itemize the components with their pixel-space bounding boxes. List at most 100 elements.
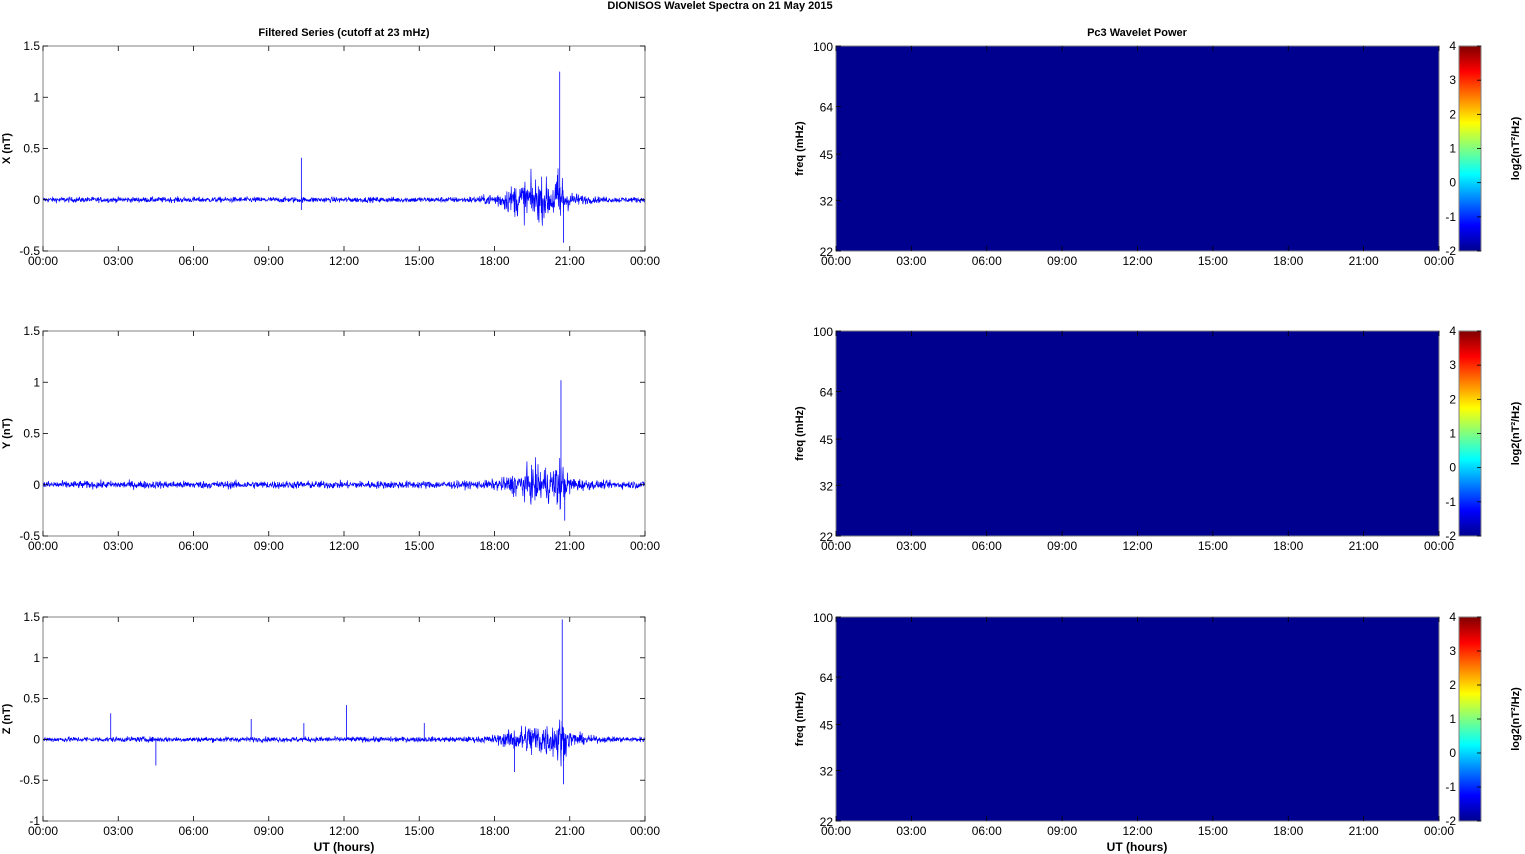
ylabel-freq: freq (mHz): [794, 691, 806, 746]
colorbar-tick-label: -1: [1445, 780, 1456, 794]
series-xtick-label: 03:00: [103, 824, 133, 838]
colorbar-tick-label: -2: [1445, 529, 1456, 543]
wavelet-xtick-label: 03:00: [896, 824, 926, 838]
wavelet-xtick-label: 18:00: [1273, 824, 1303, 838]
colorbar-tick-label: 2: [1449, 107, 1456, 121]
series-xtick-label: 21:00: [555, 254, 585, 268]
wavelet-xtick-label: 00:00: [1424, 539, 1454, 553]
ytick-label: 0: [33, 478, 40, 492]
wavelet-power-map: [836, 331, 1439, 536]
series-xtick-label: 12:00: [329, 254, 359, 268]
wavelet-xtick-label: 06:00: [972, 824, 1002, 838]
ylabel-freq: freq (mHz): [794, 406, 806, 461]
ytick-label: 45: [820, 148, 834, 162]
figure-title: DIONISOS Wavelet Spectra on 21 May 2015: [607, 0, 832, 12]
colorbar-tick-label: -2: [1445, 244, 1456, 258]
ytick-label: 22: [820, 530, 834, 544]
wavelet-xtick-label: 09:00: [1047, 539, 1077, 553]
series-xtick-label: 00:00: [630, 824, 660, 838]
colorbar-tick-label: -2: [1445, 814, 1456, 828]
ytick-label: 1.5: [23, 324, 40, 338]
plot-area: [43, 46, 645, 251]
colorbar-tick-label: 2: [1449, 392, 1456, 406]
wavelet-xtick-label: 00:00: [821, 539, 851, 553]
colorbar-label: log2(nT²/Hz): [1510, 687, 1522, 751]
colorbar-tick-label: 3: [1449, 358, 1456, 372]
ylabel-y: Y (nT): [1, 418, 13, 449]
ytick-label: -1: [29, 814, 40, 828]
colorbar-tick-label: 3: [1449, 73, 1456, 87]
colorbar-label: log2(nT²/Hz): [1510, 116, 1522, 180]
ytick-label: -0.5: [19, 773, 40, 787]
series-xtick-label: 15:00: [404, 539, 434, 553]
wavelet-xtick-label: 15:00: [1198, 254, 1228, 268]
series-xtick-label: 00:00: [28, 539, 58, 553]
wavelet-power-map: [836, 617, 1439, 821]
series-xtick-label: 18:00: [479, 539, 509, 553]
ylabel-freq: freq (mHz): [794, 121, 806, 176]
ylabel-z: Z (nT): [1, 703, 13, 734]
ytick-label: 64: [820, 100, 834, 114]
ytick-label: 0.5: [23, 142, 40, 156]
colorbar-tick-label: 3: [1449, 644, 1456, 658]
wavelet-xtick-label: 00:00: [1424, 254, 1454, 268]
colorbar-tick-label: 1: [1449, 712, 1456, 726]
colorbar-tick-label: 2: [1449, 678, 1456, 692]
series-xtick-label: 03:00: [103, 539, 133, 553]
wavelet-xtick-label: 03:00: [896, 254, 926, 268]
series-xtick-label: 09:00: [254, 254, 284, 268]
ytick-label: 100: [813, 40, 833, 54]
series-xtick-label: 00:00: [630, 539, 660, 553]
series-xtick-label: 00:00: [630, 254, 660, 268]
series-xtick-label: 00:00: [28, 254, 58, 268]
series-panel-x: -0.5 0 0.5 1 1.5 00:00 03:00 06:00 09:00 12:00 15:…: [1, 39, 660, 268]
wavelet-power-map: [836, 46, 1439, 251]
ytick-label: -0.5: [19, 244, 40, 258]
series-xtick-label: 21:00: [555, 824, 585, 838]
colorbar-tick-label: 0: [1449, 746, 1456, 760]
series-trace-x: [43, 168, 645, 226]
colorbar-tick-label: -1: [1445, 210, 1456, 224]
series-xtick-label: 15:00: [404, 824, 434, 838]
ytick-label: 1: [33, 651, 40, 665]
series-trace-y: [43, 457, 645, 510]
left-xlabel: UT (hours): [314, 840, 375, 854]
colorbar-tick-label: -1: [1445, 495, 1456, 509]
wavelet-xtick-label: 12:00: [1122, 824, 1152, 838]
wavelet-xtick-label: 06:00: [972, 254, 1002, 268]
series-xtick-label: 21:00: [555, 539, 585, 553]
plot-area: [43, 617, 645, 821]
ytick-label: 1.5: [23, 610, 40, 624]
right-xlabel: UT (hours): [1107, 840, 1168, 854]
ytick-label: 45: [820, 719, 834, 733]
series-trace-z: [43, 719, 645, 767]
series-xtick-label: 15:00: [404, 254, 434, 268]
colorbar-tick-label: 4: [1449, 610, 1456, 624]
series-xtick-label: 00:00: [28, 824, 58, 838]
ytick-label: 100: [813, 325, 833, 339]
colorbar-tick-label: 1: [1449, 142, 1456, 156]
wavelet-xtick-label: 21:00: [1349, 824, 1379, 838]
series-xtick-label: 06:00: [178, 539, 208, 553]
ytick-label: 0.5: [23, 427, 40, 441]
wavelet-xtick-label: 00:00: [821, 824, 851, 838]
series-xtick-label: 03:00: [103, 254, 133, 268]
series-panel-y: -0.5 0 0.5 1 1.5 00:00 03:00 06:00 09:00 12:00 15:…: [1, 324, 660, 553]
wavelet-xtick-label: 09:00: [1047, 254, 1077, 268]
series-xtick-label: 06:00: [178, 824, 208, 838]
colorbar-tick-label: 4: [1449, 324, 1456, 338]
ytick-label: 32: [820, 765, 834, 779]
series-xtick-label: 09:00: [254, 539, 284, 553]
ytick-label: 1: [33, 90, 40, 104]
wavelet-xtick-label: 09:00: [1047, 824, 1077, 838]
ytick-label: 0.5: [23, 692, 40, 706]
wavelet-xtick-label: 21:00: [1349, 254, 1379, 268]
wavelet-xtick-label: 03:00: [896, 539, 926, 553]
colorbar-tick-label: 0: [1449, 176, 1456, 190]
panels: -0.5 0 0.5 1 1.5 00:00 03:00 06:00 09:00 12:00 15:…: [1, 39, 1522, 838]
series-panel-z: -1 -0.5 0 0.5 1 1.5 00:00 03:00 06:00 09:00 12:00 1…: [1, 610, 660, 838]
ytick-label: -0.5: [19, 529, 40, 543]
ytick-label: 32: [820, 479, 834, 493]
